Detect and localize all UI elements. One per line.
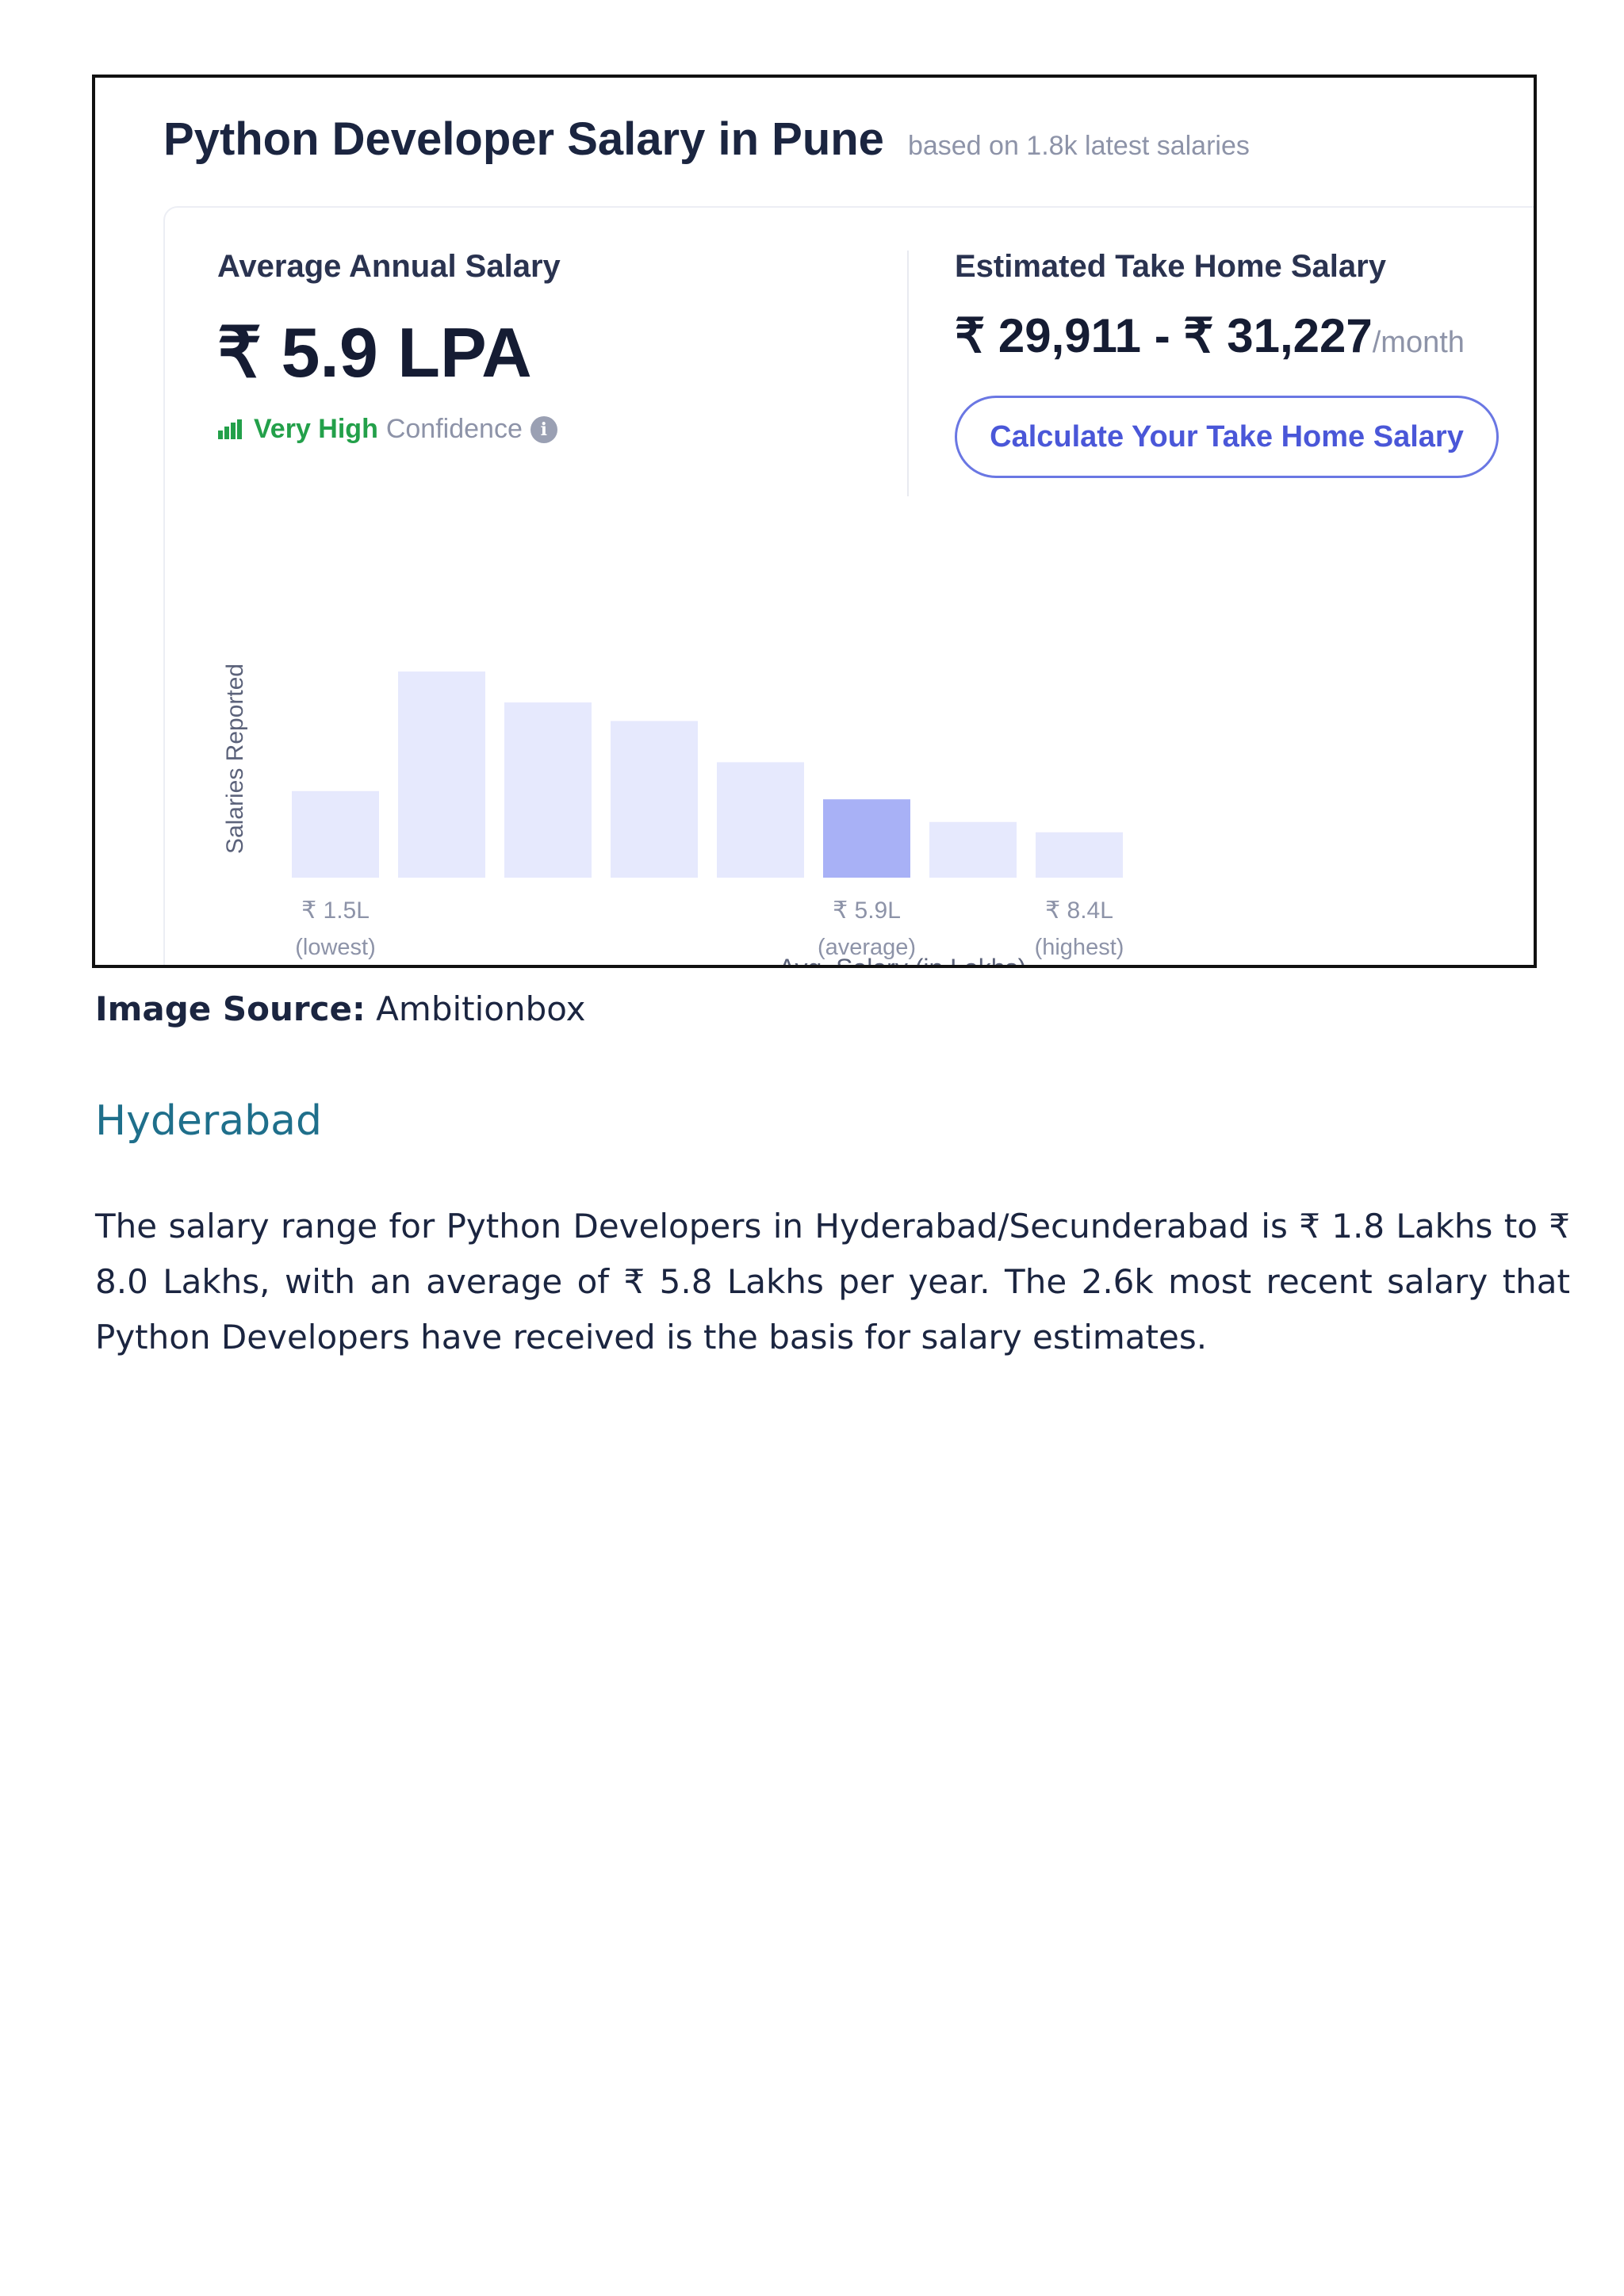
figure-header: Python Developer Salary in Pune based on… [163, 113, 1250, 166]
salary-figure: Python Developer Salary in Pune based on… [92, 75, 1537, 968]
take-home-label: Estimated Take Home Salary [955, 249, 1386, 284]
average-salary-value: ₹ 5.9 LPA [217, 313, 532, 392]
tick-note: (lowest) [295, 935, 376, 960]
tick-note: (average) [818, 935, 916, 960]
bar-1 [292, 790, 379, 878]
bar-7 [929, 821, 1017, 878]
image-source: Image Source: Ambitionbox [95, 989, 586, 1028]
calculate-take-home-button[interactable]: Calculate Your Take Home Salary [955, 396, 1499, 478]
confidence-level: Very High [254, 414, 378, 444]
column-divider [907, 251, 909, 496]
salary-distribution-chart: ₹ 1.5L (lowest) ₹ 5.9L (average) ₹ 8.4L (high… [222, 664, 1124, 968]
tick-label: ₹ 8.4L [1045, 897, 1113, 924]
average-salary-block: Average Annual Salary ₹ 5.9 LPA Very Hig… [217, 249, 561, 445]
take-home-unit: /month [1372, 326, 1465, 359]
image-source-value: Ambitionbox [376, 989, 586, 1028]
section-paragraph: The salary range for Python Developers i… [95, 1207, 1570, 1357]
y-axis-label: Salaries Reported [222, 664, 248, 854]
info-icon[interactable]: i [530, 415, 557, 443]
confidence-bars-icon [218, 419, 242, 439]
bar-8 [1036, 832, 1123, 878]
tick-label: ₹ 5.9L [833, 897, 901, 924]
figure-title: Python Developer Salary in Pune [163, 113, 884, 165]
bar-6 [823, 799, 910, 878]
bar-3 [504, 702, 592, 878]
take-home-block: Estimated Take Home Salary ₹ 29,911 - ₹ … [955, 249, 1499, 478]
take-home-value: ₹ 29,911 - ₹ 31,227 [955, 309, 1373, 362]
image-source-label: Image Source: [95, 989, 366, 1028]
figure-subtitle: based on 1.8k latest salaries [907, 131, 1250, 161]
tick-label: ₹ 1.5L [301, 897, 370, 924]
bar-4 [611, 721, 698, 878]
section-heading: Hyderabad [95, 1097, 322, 1145]
take-home-value-row: ₹ 29,911 - ₹ 31,227/month [955, 308, 1499, 364]
salary-card: Average Annual Salary ₹ 5.9 LPA Very Hig… [163, 206, 1534, 968]
tick-note: (highest) [1035, 935, 1124, 960]
confidence-label: Confidence [385, 414, 523, 444]
x-axis-label: Avg. Salary (in Lakhs) [779, 954, 1026, 968]
bar-5 [717, 762, 804, 878]
confidence-indicator: Very High Confidence i [217, 414, 561, 445]
bar-2 [398, 672, 485, 878]
average-salary-label: Average Annual Salary [217, 249, 561, 284]
